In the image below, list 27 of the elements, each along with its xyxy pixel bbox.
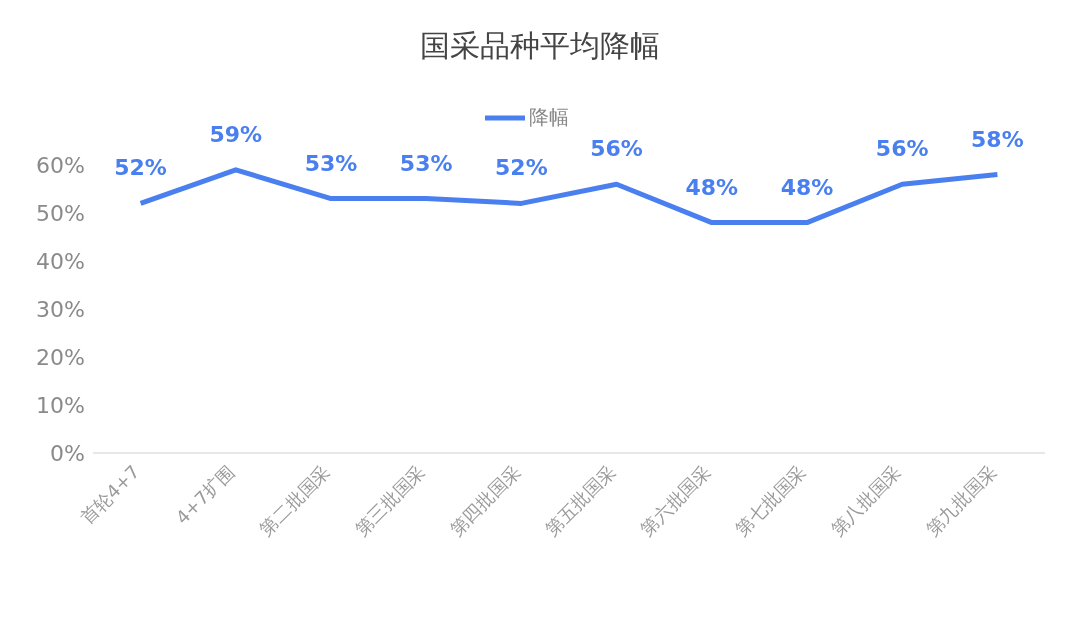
x-tick-label: 第六批国采 [636,460,715,540]
y-tick-label: 60% [36,152,85,178]
x-tick-label: 第五批国采 [540,460,620,540]
x-tick-label: 第二批国采 [255,460,334,540]
x-tick-label: 第三批国采 [350,460,430,540]
legend-label: 降幅 [528,104,569,129]
data-label: 58% [971,126,1024,152]
chart-title: 国采品种平均降幅 [419,27,661,65]
data-label: 52% [114,155,167,181]
data-label: 53% [399,150,453,176]
data-label: 52% [495,155,548,181]
data-label: 53% [304,150,358,176]
y-tick-label: 40% [36,248,85,274]
y-tick-label: 0% [50,440,85,466]
x-tick-label: 第七批国采 [731,460,810,540]
y-tick-label: 20% [36,344,85,370]
data-label: 56% [875,136,929,162]
y-tick-label: 10% [36,392,85,418]
data-label: 48% [685,174,739,200]
data-label: 56% [590,136,643,162]
data-label: 59% [209,121,263,147]
data-label: 48% [780,174,834,200]
x-tick-label: 第四批国采 [445,460,525,540]
y-tick-label: 50% [36,200,85,226]
x-tick-label: 第九批国采 [921,460,1001,540]
y-tick-label: 30% [36,296,85,322]
x-tick-label: 第八批国采 [826,460,906,540]
